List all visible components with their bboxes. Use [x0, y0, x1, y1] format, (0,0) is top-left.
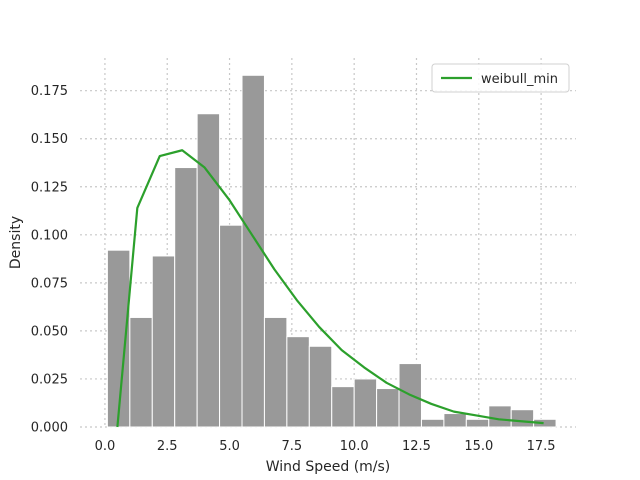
histogram-bar: [510, 409, 535, 428]
legend-label-weibull-min: weibull_min: [481, 72, 558, 87]
histogram-bar: [443, 413, 467, 428]
histogram-bar: [376, 388, 400, 428]
y-tick-labels: 0.000 0.025 0.050 0.075 0.100 0.125 0.150 0.175: [31, 84, 68, 435]
x-tick-label: 10.0: [340, 439, 369, 454]
x-tick-labels: 0.0 2.5 5.0 7.5 10.0 12.5 15.0 17.5: [95, 439, 556, 454]
y-tick-label: 0.125: [31, 180, 68, 195]
y-tick-label: 0.100: [31, 228, 68, 243]
histogram-bar: [308, 345, 333, 428]
y-tick-label: 0.025: [31, 372, 68, 387]
histogram-bar: [219, 224, 243, 428]
x-tick-label: 15.0: [464, 439, 493, 454]
x-axis-label: Wind Speed (m/s): [266, 459, 391, 475]
legend-box: [431, 63, 570, 93]
histogram-bar: [286, 336, 310, 428]
histogram-bar: [465, 418, 490, 428]
histogram-bar: [263, 316, 288, 428]
series-line-weibull-min: [116, 149, 544, 428]
y-tick-label: 0.150: [31, 132, 68, 147]
histogram-bar: [353, 378, 378, 428]
x-tick-label: 0.0: [95, 439, 116, 454]
histogram-bar: [241, 74, 265, 428]
histogram-bar: [488, 405, 512, 428]
x-tick-label: 2.5: [157, 439, 178, 454]
legend: weibull_min: [431, 63, 570, 93]
histogram-bars: [106, 74, 557, 428]
x-tick-label: 17.5: [527, 439, 556, 454]
y-tick-label: 0.050: [31, 324, 68, 339]
x-tick-label: 5.0: [219, 439, 240, 454]
histogram-bar: [174, 167, 198, 428]
histogram-bar: [420, 418, 445, 428]
grid: [80, 58, 576, 428]
histogram-bar: [129, 316, 153, 428]
y-tick-label: 0.000: [31, 421, 68, 436]
y-axis-label: Density: [8, 216, 24, 269]
histogram-bar: [331, 386, 355, 428]
x-tick-label: 12.5: [402, 439, 431, 454]
histogram-bar: [151, 255, 176, 428]
y-tick-label: 0.075: [31, 276, 68, 291]
histogram-bar: [196, 113, 221, 428]
fit-lines: [116, 149, 544, 428]
y-tick-label: 0.175: [31, 84, 68, 99]
x-tick-label: 7.5: [282, 439, 303, 454]
